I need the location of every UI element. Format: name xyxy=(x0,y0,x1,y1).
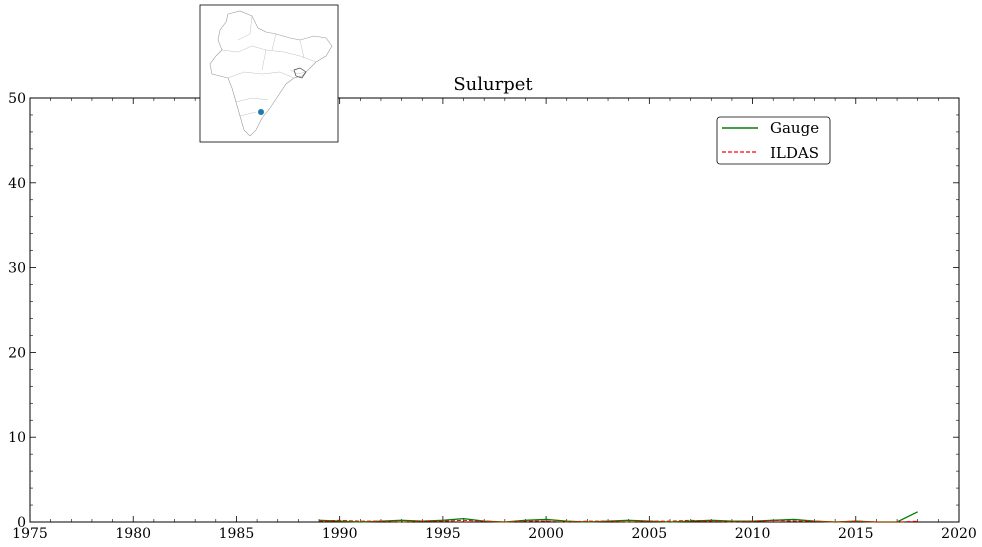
series-line-ildas xyxy=(319,519,918,523)
x-tick-label: 2010 xyxy=(735,526,771,542)
x-tick-label: 2005 xyxy=(632,526,668,542)
location-marker-icon xyxy=(258,109,264,115)
x-tick-label: 1985 xyxy=(219,526,255,542)
x-tick-label: 1990 xyxy=(322,526,358,542)
series-layer xyxy=(318,511,918,523)
india-outline-shape xyxy=(209,10,333,137)
legend-label-ildas: ILDAS xyxy=(770,144,819,162)
y-tick-label: 50 xyxy=(8,91,26,107)
y-tick-labels: 0 10 20 30 40 50 xyxy=(8,91,26,531)
x-tick-labels: 1975 1980 1985 1990 1995 2000 2005 2010 2015 2020 xyxy=(12,526,977,542)
x-tick-label: 1980 xyxy=(115,526,151,542)
state-boundary-lines xyxy=(221,15,317,117)
legend-label-gauge: Gauge xyxy=(770,119,819,137)
series-line-gauge xyxy=(318,511,918,523)
y-tick-label: 30 xyxy=(8,261,26,277)
inset-map xyxy=(199,4,339,143)
y-tick-label: 0 xyxy=(17,515,26,531)
chart-title: Sulurpet xyxy=(453,74,533,95)
x-tick-label: 2015 xyxy=(838,526,874,542)
x-tick-label: 1975 xyxy=(12,526,48,542)
x-tick-label: 2020 xyxy=(941,526,977,542)
x-tick-label: 1995 xyxy=(425,526,461,542)
y-tick-label: 40 xyxy=(8,176,26,192)
y-tick-label: 10 xyxy=(8,430,26,446)
x-tick-label: 2000 xyxy=(528,526,564,542)
y-tick-label: 20 xyxy=(8,345,26,361)
legend: Gauge ILDAS xyxy=(716,116,831,165)
basin-highlight-shape xyxy=(293,67,307,79)
